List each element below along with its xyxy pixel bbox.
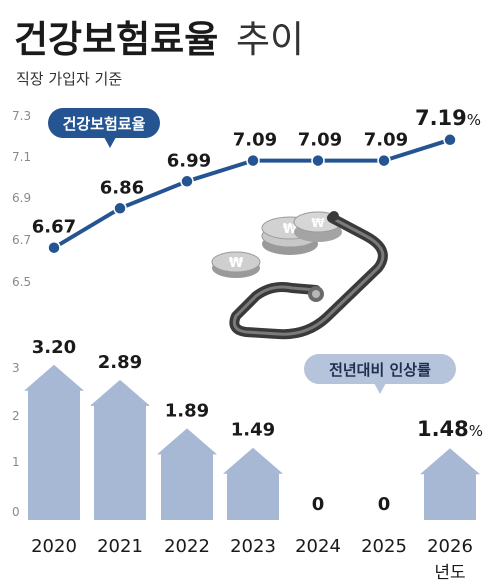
rate-point [443, 133, 457, 147]
bar-y-axis: 3 2 1 0 [12, 361, 20, 519]
coin-icon: ₩ [211, 251, 261, 278]
bar-legend-pill-bg [304, 354, 456, 384]
rate-point [311, 153, 325, 168]
increase-value-label: 0 [378, 494, 391, 515]
svg-text:₩: ₩ [229, 256, 244, 271]
line-ytick: 6.9 [12, 191, 31, 205]
rate-value-label: 7.09 [364, 130, 408, 151]
increase-value-label: 0 [312, 494, 325, 515]
x-tick-label: 2022 [164, 536, 210, 557]
bar-legend-pill-pointer [374, 383, 386, 394]
bar-legend-pill: 전년대비 인상률 [304, 354, 456, 394]
title-sub: 추이 [236, 18, 304, 61]
svg-text:₩: ₩ [283, 222, 298, 237]
increase-bar [420, 448, 480, 520]
x-tick-label: 2020 [31, 536, 77, 557]
chart-title: 건강보험료율 추이 [14, 18, 304, 61]
increase-bar [223, 447, 283, 520]
bar-ytick: 2 [12, 409, 20, 423]
increase-series-labels: 3.20 2.89 1.89 1.49 0 0 1.48% [32, 337, 483, 515]
increase-value-label: 2.89 [98, 352, 142, 373]
rate-value-label: 6.99 [167, 150, 211, 171]
x-tick-label: 2023 [230, 536, 276, 557]
increase-series-bars [24, 364, 480, 520]
rate-point [113, 201, 127, 216]
line-y-axis: 7.3 7.1 6.9 6.7 6.5 [12, 109, 31, 289]
increase-value-label: 1.48% [417, 417, 483, 441]
rate-point [47, 240, 61, 255]
rate-point [246, 153, 260, 168]
line-ytick: 6.7 [12, 233, 31, 247]
increase-bar [90, 379, 150, 520]
bar-ytick: 0 [12, 505, 20, 519]
rate-value-label: 6.86 [100, 177, 144, 198]
increase-value-label: 1.89 [165, 400, 209, 421]
increase-bar [157, 428, 217, 520]
rate-point [180, 174, 194, 189]
rate-value-label: 7.19% [415, 106, 481, 130]
line-legend-label: 건강보험료율 [63, 115, 146, 133]
x-axis: 2020 2021 2022 2023 2024 2025 2026 년도 [31, 536, 473, 583]
x-axis-unit: 년도 [434, 563, 465, 583]
bar-ytick: 3 [12, 361, 20, 375]
line-ytick: 6.5 [12, 275, 31, 289]
bar-legend-label: 전년대비 인상률 [329, 361, 431, 379]
line-ytick: 7.3 [12, 109, 31, 123]
increase-bar [24, 364, 84, 520]
line-legend-pill-pointer [104, 137, 116, 148]
increase-value-label: 1.49 [231, 420, 275, 441]
x-tick-label: 2026 [427, 536, 473, 557]
line-ytick: 7.1 [12, 150, 31, 164]
increase-value-label: 3.20 [32, 337, 76, 358]
rate-series-points [47, 133, 457, 255]
svg-text:₩: ₩ [311, 216, 325, 230]
line-legend-pill: 건강보험료율 [48, 108, 160, 148]
coin-stethoscope-illustration: ₩ ₩ ₩ [211, 211, 388, 340]
rate-value-label: 7.09 [233, 130, 277, 151]
x-tick-label: 2021 [97, 536, 143, 557]
stethoscope-icon [229, 211, 388, 340]
bar-ytick: 1 [12, 455, 20, 469]
rate-value-label: 7.09 [298, 130, 342, 151]
rate-value-label: 6.67 [32, 217, 76, 238]
line-legend-pill-bg [48, 108, 160, 138]
x-tick-label: 2024 [295, 536, 341, 557]
title-main: 건강보험료율 [14, 18, 218, 61]
rate-point [377, 153, 391, 168]
chart-subtitle: 직장 가입자 기준 [16, 70, 122, 88]
x-tick-label: 2025 [361, 536, 407, 557]
